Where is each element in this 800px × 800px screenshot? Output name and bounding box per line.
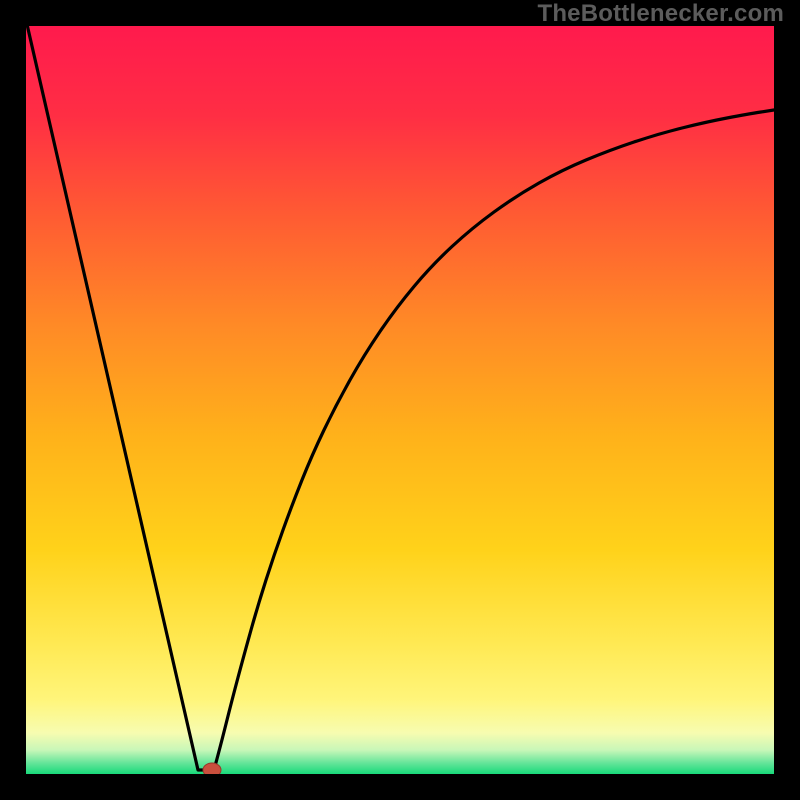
bottleneck-curve — [26, 26, 774, 770]
chart-stage: TheBottlenecker.com — [0, 0, 800, 800]
chart-svg — [26, 26, 774, 774]
minimum-marker — [203, 763, 221, 774]
plot-area — [26, 26, 774, 774]
watermark-text: TheBottlenecker.com — [537, 0, 784, 28]
